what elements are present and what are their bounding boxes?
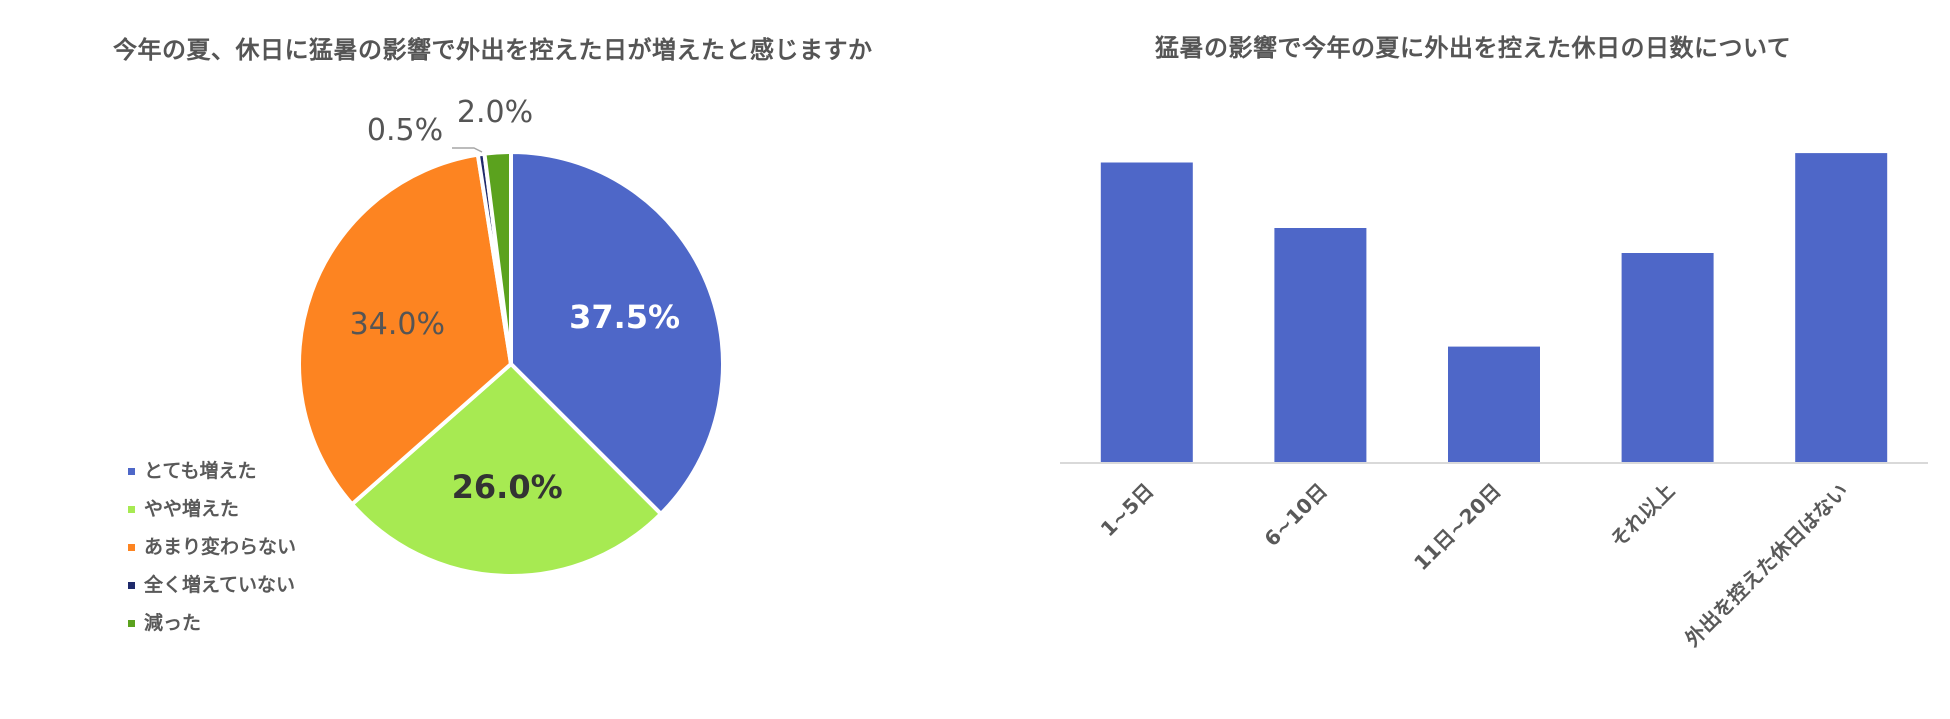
legend-label: やや増えた bbox=[144, 498, 240, 520]
legend-swatch bbox=[128, 582, 135, 589]
legend-label: 減った bbox=[144, 612, 202, 634]
legend-label: とても増えた bbox=[144, 460, 257, 482]
x-tick-label: それ以上 bbox=[1606, 479, 1680, 553]
legend-swatch bbox=[128, 506, 135, 513]
legend-entry: とても増えた bbox=[128, 456, 296, 494]
pie-chart-panel: 今年の夏、休日に猛暑の影響で外出を控えた日が増えたと感じますか 37.5% 26.… bbox=[113, 36, 873, 646]
pie-chart: 37.5% 26.0% 34.0% 0.5% 2.0% bbox=[297, 95, 726, 579]
bar bbox=[1621, 253, 1714, 462]
bar bbox=[1795, 153, 1888, 462]
x-tick-label: 11日~20日 bbox=[1409, 479, 1505, 575]
pie-data-label: 2.0% bbox=[457, 95, 533, 130]
legend-swatch bbox=[128, 620, 135, 627]
legend-swatch bbox=[128, 468, 135, 475]
pie-slice bbox=[349, 362, 663, 579]
pie-leader-line bbox=[452, 147, 483, 153]
legend-entry: あまり変わらない bbox=[128, 532, 296, 570]
bar bbox=[1274, 228, 1367, 462]
x-tick-label: 外出を控えた休日はない bbox=[1680, 479, 1853, 652]
legend-entry: 全く増えていない bbox=[128, 570, 296, 608]
bar-chart: 1~5日 6~10日 11日~20日 それ以上 外出を控えた休日はない bbox=[1060, 153, 1928, 652]
bar bbox=[1448, 346, 1540, 462]
legend-swatch bbox=[128, 544, 135, 551]
legend-label: 全く増えていない bbox=[144, 574, 296, 596]
bar-chart-panel: 猛暑の影響で今年の夏に外出を控えた休日の日数について 1~5日 6~10日 11日~… bbox=[975, 0, 1950, 719]
legend-entry: 減った bbox=[128, 608, 296, 646]
pie-chart-title: 今年の夏、休日に猛暑の影響で外出を控えた日が増えたと感じますか bbox=[113, 36, 873, 64]
x-tick-label: 1~5日 bbox=[1096, 479, 1159, 542]
pie-slice bbox=[297, 152, 513, 507]
legend-entry: やや増えた bbox=[128, 494, 296, 532]
x-tick-label: 6~10日 bbox=[1259, 479, 1331, 551]
legend-label: あまり変わらない bbox=[144, 536, 297, 558]
pie-data-label: 0.5% bbox=[367, 113, 443, 148]
pie-slice bbox=[482, 150, 513, 366]
pie-data-label: 37.5% bbox=[569, 298, 680, 336]
bar-chart-title: 猛暑の影響で今年の夏に外出を控えた休日の日数について bbox=[1155, 34, 1792, 62]
pie-legend: とても増えた やや増えたあまり変わらない 全く増えていない 減った bbox=[128, 456, 296, 646]
pie-data-label: 26.0% bbox=[452, 468, 563, 506]
pie-slice bbox=[509, 150, 726, 516]
pie-data-label: 34.0% bbox=[350, 307, 445, 342]
bar bbox=[1100, 162, 1193, 462]
